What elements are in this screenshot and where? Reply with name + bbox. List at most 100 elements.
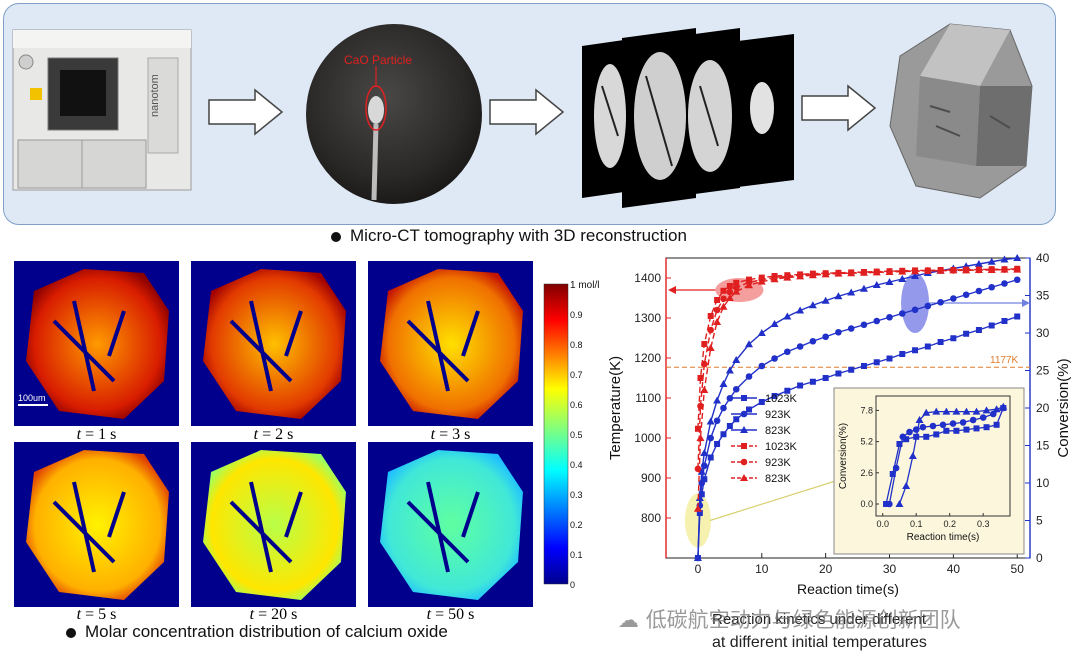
inset-y-tick-label: 5.2: [860, 437, 873, 447]
inset-point: [972, 407, 981, 415]
y-right-tick-label: 25: [1036, 364, 1050, 378]
temperature-point: [872, 268, 881, 276]
temperature-point: [834, 269, 843, 277]
conversion-point: [912, 347, 919, 354]
legend-label: 1023K: [765, 441, 797, 453]
colorbar-tick: 0.4: [570, 460, 583, 470]
conversion-point: [898, 275, 907, 282]
temperature-point: [898, 267, 907, 275]
conversion-point: [707, 434, 715, 442]
temperature-point: [847, 269, 856, 277]
temperature-point: [923, 266, 932, 274]
temperature-point: [783, 273, 792, 281]
inset-point: [942, 407, 951, 415]
x-tick-label: 20: [819, 562, 833, 576]
temperature-point: [796, 272, 805, 280]
conversion-point: [757, 329, 766, 336]
conversion-point: [937, 298, 944, 306]
conversion-point: [732, 385, 740, 393]
conversion-point: [1013, 276, 1021, 284]
top-caption: Micro-CT tomography with 3D reconstructi…: [331, 226, 687, 246]
y-right-tick-label: 10: [1036, 476, 1050, 490]
temperature-point: [696, 434, 705, 441]
colorbar-tick: 0: [570, 580, 575, 590]
conversion-point: [796, 306, 805, 314]
temperature-point: [700, 386, 709, 393]
ct-slices-stack: [582, 28, 794, 208]
inset-point: [903, 436, 910, 443]
inset-point: [896, 441, 903, 447]
conversion-point: [822, 375, 829, 381]
conversion-point: [796, 343, 804, 350]
inset-point: [959, 419, 967, 426]
inset-point: [953, 427, 960, 434]
conversion-point: [859, 284, 868, 292]
y-right-tick-label: 15: [1036, 439, 1050, 453]
colorbar-tick: 0.3: [570, 490, 583, 500]
inset-point: [973, 425, 980, 432]
sample-label: CaO Particle: [344, 53, 412, 67]
legend-marker: [741, 443, 747, 449]
inset-x-axis-label: Reaction time(s): [907, 532, 980, 543]
inset-point: [908, 452, 917, 459]
conversion-point: [899, 351, 906, 357]
bullet-icon: [66, 627, 76, 638]
watermark-text: 低碳航空动力与绿色能源创新团队: [645, 608, 961, 632]
inset-y-tick-label: 2.6: [860, 468, 873, 478]
y-left-tick-label: 1200: [634, 351, 661, 365]
ct-scanner-image: nanotom: [12, 29, 192, 191]
conversion-point: [950, 335, 957, 342]
temperature-point: [697, 402, 704, 410]
colorbar-tick: 0.1: [570, 550, 583, 560]
inset-point: [983, 424, 990, 431]
inset-point: [915, 416, 924, 423]
conversion-point: [847, 288, 856, 296]
conversion-point: [873, 359, 880, 366]
temperature-point: [974, 266, 983, 273]
conversion-point: [924, 302, 932, 310]
temperature-point: [949, 266, 958, 274]
inset-point: [895, 500, 904, 507]
conversion-point: [809, 378, 816, 385]
temperature-point: [745, 281, 754, 289]
map-label: t = 50 s: [426, 606, 475, 623]
conversion-point: [758, 399, 765, 405]
conversion-point: [924, 343, 931, 350]
inset-point: [902, 482, 911, 489]
legend-label: 1023K: [765, 393, 797, 405]
y-right-tick-label: 0: [1036, 551, 1043, 565]
conversion-point: [988, 283, 995, 291]
map-t1: [14, 261, 179, 426]
inset-x-tick-label: 0.0: [876, 519, 889, 529]
inset-point: [989, 410, 997, 418]
conversion-point: [698, 491, 705, 498]
inset-point: [929, 422, 937, 430]
conversion-point: [693, 554, 702, 561]
temperature-point: [707, 326, 715, 334]
kinetics-chart: 0 10 20 30 40 50 800 900 1000 1100 1200 1300 1400 0 5 1…: [607, 251, 1072, 597]
conversion-point: [860, 363, 867, 369]
conversion-point: [733, 416, 740, 423]
conversion-point: [732, 356, 741, 363]
colorbar-tick: 0.2: [570, 520, 583, 530]
y-left-tick-label: 1300: [634, 311, 661, 325]
legend-marker: [740, 458, 748, 466]
temperature-point: [1013, 265, 1022, 273]
chart-caption-line1: Reaction kinetics under different: [712, 611, 927, 628]
bullet-icon: [331, 231, 341, 242]
conversion-point: [770, 320, 779, 327]
map-t20: [191, 442, 356, 607]
conversion-point: [1013, 254, 1022, 261]
inset-point: [943, 427, 950, 434]
temperature-point: [706, 344, 715, 351]
temperature-point: [770, 275, 779, 283]
temperature-point: [713, 306, 721, 314]
conversion-point: [720, 431, 727, 438]
conversion-point: [975, 287, 983, 295]
conversion-point: [963, 330, 970, 337]
y-left-axis-label: Temperature(K): [607, 356, 624, 460]
legend-marker: [740, 410, 748, 418]
conversion-point: [808, 301, 817, 309]
inset-point: [922, 408, 931, 416]
temperature-point: [694, 425, 701, 432]
